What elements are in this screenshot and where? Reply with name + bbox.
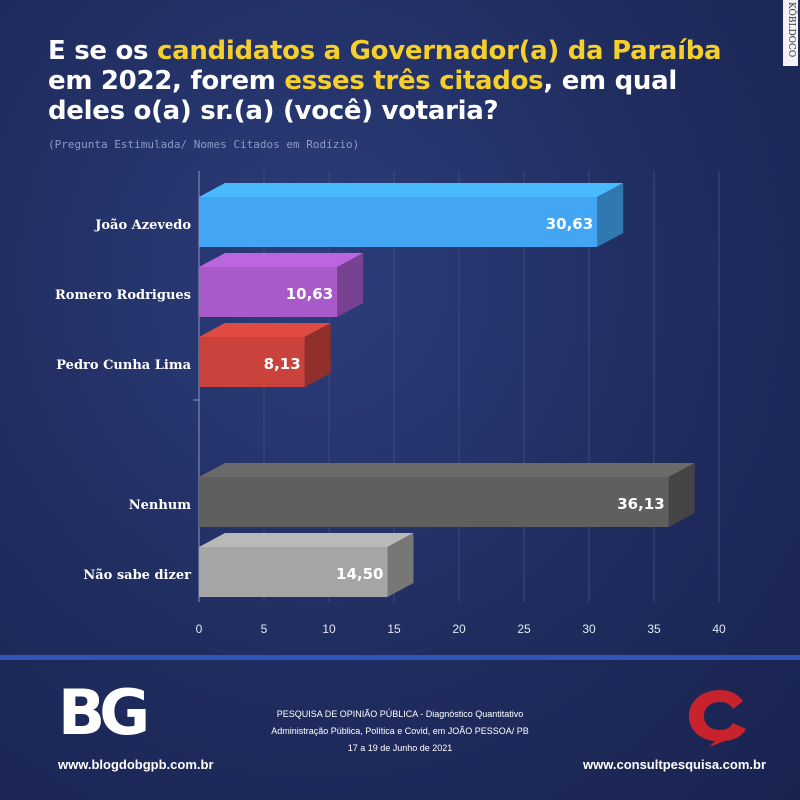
- x-tick-label: 0: [196, 622, 203, 636]
- data-label: 36,13: [617, 495, 664, 513]
- category-label: Romero Rodrigues: [55, 288, 191, 303]
- x-tick-label: 40: [712, 622, 726, 636]
- bar: [199, 337, 305, 387]
- x-tick-label: 15: [387, 622, 401, 636]
- title-highlight-1: candidatos a Governador(a) da Paraíba: [156, 36, 722, 66]
- bar-chart: 30,63 João Azevedo 10,63 Romero Rodrigues 8,…: [55, 171, 726, 636]
- x-tick-label: 25: [517, 622, 531, 636]
- x-tick-label: 5: [261, 622, 268, 636]
- bar: [199, 547, 388, 597]
- footer-divider: [0, 655, 800, 660]
- bar-top-face: [199, 253, 364, 267]
- x-tick-label: 10: [322, 622, 336, 636]
- bar-side-face: [597, 183, 624, 247]
- bg-logo: BG: [58, 676, 150, 749]
- category-label: Não sabe dizer: [83, 568, 191, 583]
- x-tick-label: 30: [582, 622, 596, 636]
- survey-info-line-3: 17 a 19 de Junho de 2021: [347, 743, 453, 753]
- data-label: 10,63: [286, 285, 333, 303]
- page-title: E se os candidatos a Governador(a) da Pa…: [48, 36, 748, 126]
- bar: [199, 477, 669, 527]
- data-label: 8,13: [264, 355, 301, 373]
- title-part-1: E se os: [48, 36, 157, 66]
- title-part-3: , em qual deles o(a) sr.(a) (você) votar…: [48, 66, 677, 126]
- data-label: 30,63: [546, 215, 593, 233]
- survey-info-line-1: PESQUISA DE OPINIÃO PÚBLICA - Diagnóstic…: [276, 709, 524, 719]
- consult-url: www.consultpesquisa.com.br: [583, 757, 766, 772]
- x-tick-label: 20: [452, 622, 466, 636]
- page-subtitle: (Pregunta Estimulada/ Nomes Citados em R…: [48, 138, 360, 151]
- title-part-2: em 2022, forem: [48, 66, 285, 96]
- survey-info: PESQUISA DE OPINIÃO PÚBLICA - Diagnóstic…: [230, 706, 570, 757]
- bar-top-face: [199, 533, 414, 547]
- bar-side-face: [337, 253, 364, 317]
- bar-top-face: [199, 323, 331, 337]
- category-label: Nenhum: [129, 498, 192, 513]
- bar-side-face: [668, 463, 695, 527]
- consult-logo-icon: [689, 690, 746, 747]
- side-tag: KÖBLDOCO: [783, 0, 798, 66]
- bar-top-face: [199, 183, 624, 197]
- bar: [199, 267, 338, 317]
- category-label: Pedro Cunha Lima: [56, 358, 191, 373]
- bar: [199, 197, 598, 247]
- category-label: João Azevedo: [94, 218, 191, 233]
- bar-side-face: [387, 533, 414, 597]
- blog-url: www.blogdobgpb.com.br: [58, 757, 214, 772]
- bar-top-face: [199, 463, 695, 477]
- survey-info-line-2: Administração Pública, Política e Covid,…: [271, 726, 529, 736]
- x-tick-label: 35: [647, 622, 661, 636]
- bar-side-face: [304, 323, 331, 387]
- data-label: 14,50: [336, 565, 383, 583]
- title-highlight-2: esses três citados: [284, 66, 544, 96]
